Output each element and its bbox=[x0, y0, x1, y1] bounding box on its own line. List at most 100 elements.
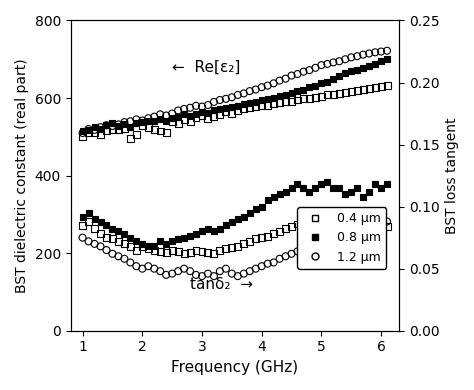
Point bbox=[228, 271, 236, 277]
Point bbox=[234, 92, 242, 98]
Point bbox=[186, 105, 194, 111]
Point bbox=[120, 121, 128, 128]
Point bbox=[282, 99, 289, 105]
Point bbox=[222, 246, 229, 252]
Point bbox=[264, 197, 272, 204]
Point bbox=[341, 89, 349, 96]
Text: ←  Re[ε₂]: ← Re[ε₂] bbox=[172, 60, 240, 74]
Point bbox=[306, 216, 313, 222]
Point bbox=[311, 94, 319, 100]
Point bbox=[163, 272, 170, 278]
Point bbox=[145, 246, 152, 252]
Point bbox=[91, 127, 98, 133]
Point bbox=[174, 236, 182, 242]
Point bbox=[234, 107, 242, 113]
Point bbox=[210, 273, 218, 279]
Point bbox=[97, 243, 104, 250]
Point bbox=[311, 238, 319, 245]
Point bbox=[288, 251, 295, 257]
Point bbox=[258, 234, 265, 241]
Point bbox=[252, 87, 259, 93]
Point bbox=[258, 84, 265, 90]
Point bbox=[282, 226, 289, 232]
Point bbox=[163, 130, 170, 136]
Point bbox=[127, 136, 134, 142]
Point bbox=[347, 54, 355, 60]
Point bbox=[168, 238, 176, 245]
Point bbox=[198, 103, 206, 110]
Point bbox=[336, 226, 343, 232]
Point bbox=[276, 78, 283, 84]
Point bbox=[145, 115, 152, 121]
Point bbox=[115, 127, 122, 133]
Point bbox=[115, 253, 122, 259]
Point bbox=[294, 97, 301, 103]
Point bbox=[329, 228, 337, 234]
Point bbox=[336, 185, 343, 191]
Point bbox=[120, 125, 128, 131]
Point bbox=[210, 107, 218, 113]
Point bbox=[127, 259, 134, 266]
Point bbox=[294, 88, 301, 94]
Point bbox=[377, 185, 385, 191]
Point bbox=[288, 90, 295, 96]
Point bbox=[294, 248, 301, 254]
Point bbox=[258, 204, 265, 210]
Point bbox=[91, 226, 98, 232]
Point bbox=[377, 58, 385, 64]
Point bbox=[264, 83, 272, 89]
Point bbox=[133, 247, 140, 253]
Point bbox=[270, 231, 277, 237]
Point bbox=[168, 247, 176, 253]
Point bbox=[234, 216, 242, 222]
Point bbox=[156, 116, 164, 122]
Point bbox=[120, 241, 128, 247]
Point bbox=[198, 112, 206, 119]
Point bbox=[198, 228, 206, 234]
Point bbox=[354, 222, 361, 229]
Point bbox=[127, 234, 134, 241]
Point bbox=[300, 87, 307, 93]
Point bbox=[138, 243, 146, 250]
Point bbox=[133, 132, 140, 138]
Point bbox=[294, 71, 301, 77]
Point bbox=[318, 62, 325, 68]
Point bbox=[347, 226, 355, 232]
Point bbox=[138, 122, 146, 128]
Point bbox=[318, 234, 325, 241]
Point bbox=[282, 253, 289, 259]
Point bbox=[365, 85, 373, 92]
Point bbox=[222, 105, 229, 111]
Point bbox=[192, 272, 200, 278]
Point bbox=[240, 101, 247, 107]
Point bbox=[210, 251, 218, 257]
Point bbox=[222, 108, 229, 115]
Point bbox=[383, 56, 391, 62]
Point bbox=[174, 268, 182, 274]
Point bbox=[354, 234, 361, 241]
Point bbox=[156, 128, 164, 134]
Point bbox=[163, 250, 170, 256]
Point bbox=[133, 238, 140, 245]
Y-axis label: BST loss tangent: BST loss tangent bbox=[445, 117, 459, 234]
Point bbox=[174, 120, 182, 126]
Point bbox=[336, 73, 343, 79]
Point bbox=[252, 103, 259, 110]
Point bbox=[145, 263, 152, 269]
Point bbox=[288, 73, 295, 79]
Point bbox=[115, 121, 122, 128]
X-axis label: Frequency (GHz): Frequency (GHz) bbox=[171, 360, 298, 375]
Point bbox=[138, 241, 146, 247]
Point bbox=[109, 251, 116, 257]
Point bbox=[204, 110, 212, 116]
Point bbox=[120, 119, 128, 125]
Point bbox=[115, 238, 122, 245]
Point bbox=[300, 96, 307, 102]
Point bbox=[300, 218, 307, 225]
Point bbox=[234, 273, 242, 279]
Point bbox=[294, 221, 301, 227]
Point bbox=[198, 108, 206, 115]
Point bbox=[145, 243, 152, 250]
Point bbox=[246, 88, 254, 94]
Point bbox=[91, 124, 98, 130]
